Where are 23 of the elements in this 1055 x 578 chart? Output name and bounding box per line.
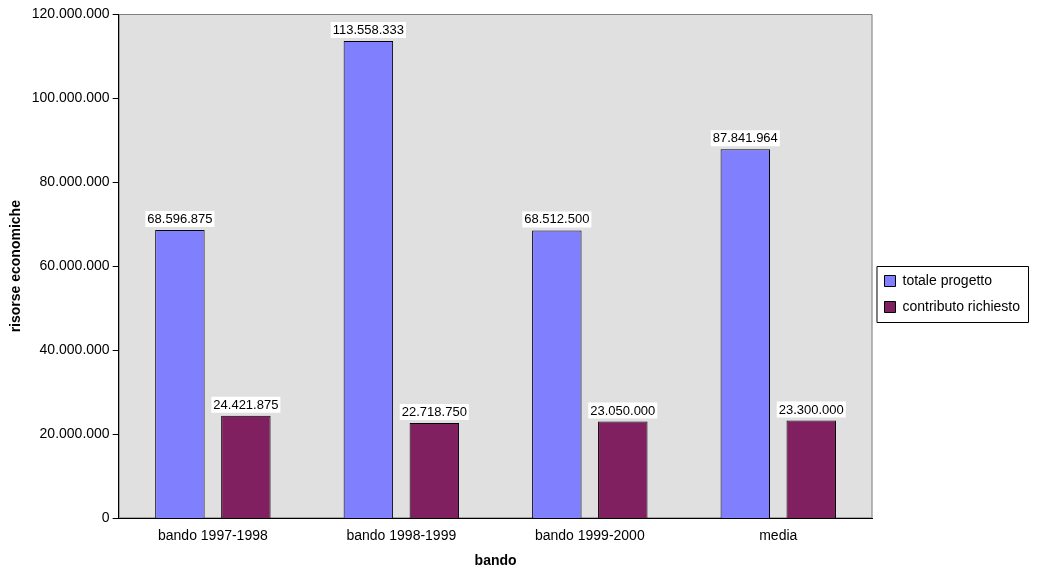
y-tick-label: 60.000.000 xyxy=(39,257,110,274)
data-label: 23.300.000 xyxy=(778,401,844,417)
x-axis-title: bando xyxy=(474,552,517,569)
legend-label: contributo richiesto xyxy=(902,297,1021,314)
y-tick-label: 40.000.000 xyxy=(39,341,110,358)
y-tick-label: 100.000.000 xyxy=(31,88,110,105)
y-tick-label: 80.000.000 xyxy=(39,172,110,189)
data-label: 22.718.750 xyxy=(401,403,467,419)
data-label: 113.558.333 xyxy=(332,22,405,38)
data-label: 68.596.875 xyxy=(147,211,213,227)
data-label: 87.841.964 xyxy=(712,130,778,146)
legend-label: totale progetto xyxy=(902,271,993,288)
y-tick-label: 20.000.000 xyxy=(39,425,110,442)
y-tick-label: 120.000.000 xyxy=(31,4,110,21)
x-tick-label: bando 1998-1999 xyxy=(346,526,457,543)
y-tick-label: 0 xyxy=(101,509,110,526)
y-axis-title: risorse economiche xyxy=(7,199,24,333)
x-tick-label: bando 1999-2000 xyxy=(534,526,645,543)
data-label: 23.050.000 xyxy=(590,402,656,418)
x-tick-label: media xyxy=(759,526,798,543)
x-tick-label: bando 1997-1998 xyxy=(157,526,268,543)
data-label: 68.512.500 xyxy=(524,211,590,227)
data-label: 24.421.875 xyxy=(213,396,279,412)
